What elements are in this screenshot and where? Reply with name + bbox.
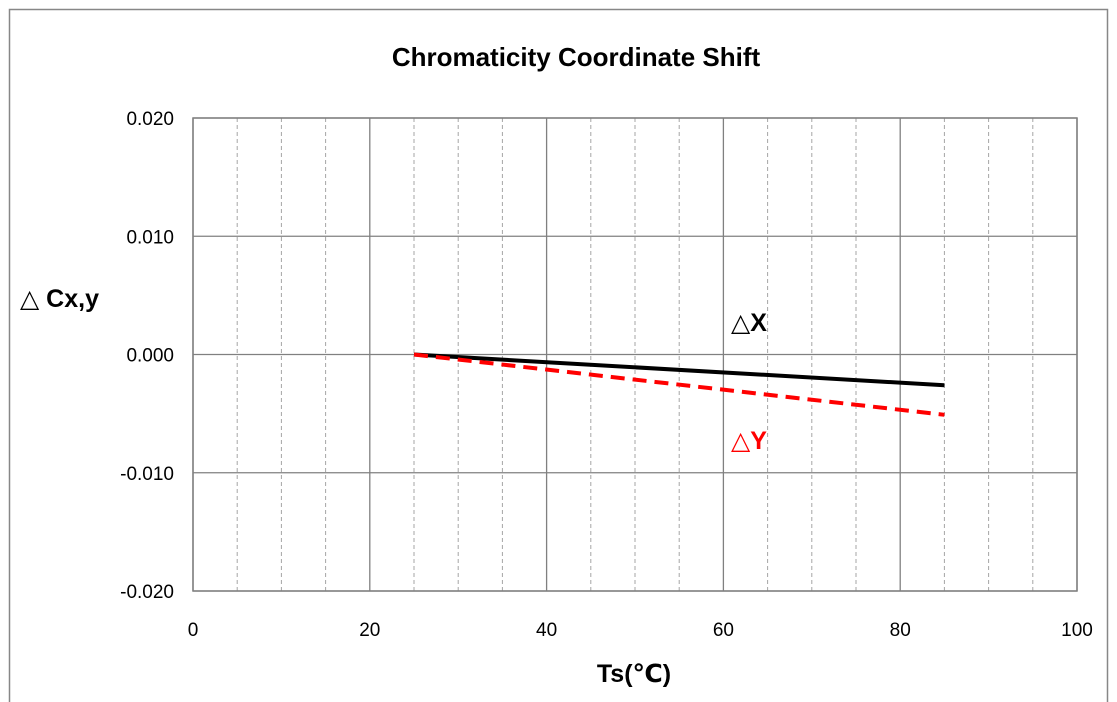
- series-label-y: △Y: [731, 427, 767, 455]
- chart-border: [8, 8, 1109, 702]
- grid-minor: [236, 118, 1034, 591]
- chart-title: Chromaticity Coordinate Shift: [392, 42, 761, 72]
- series-label-x: △X: [731, 309, 767, 337]
- series-line-y: [413, 352, 945, 417]
- x-tick-label: 100: [1061, 620, 1093, 641]
- x-axis-label: Ts(℃): [597, 660, 671, 688]
- plot-area: [192, 117, 1078, 592]
- x-tick-label: 20: [359, 620, 380, 641]
- y-axis-label: △ Cx,y: [20, 285, 99, 313]
- x-tick-label: 80: [890, 620, 911, 641]
- series-annotations: △X △Y: [731, 309, 767, 455]
- y-tick-label: -0.010: [120, 464, 174, 485]
- y-tick-label: 0.010: [126, 227, 174, 248]
- x-tick-label: 0: [188, 620, 199, 641]
- series-line-x: [413, 352, 945, 388]
- y-tick-label: -0.020: [120, 582, 174, 603]
- x-tick-labels: 0 20 40 60 80 100: [188, 620, 1093, 641]
- x-tick-label: 40: [536, 620, 557, 641]
- y-tick-labels: 0.020 0.010 0.000 -0.010 -0.020: [120, 109, 174, 603]
- y-tick-label: 0.020: [126, 109, 174, 130]
- x-tick-label: 60: [713, 620, 734, 641]
- y-tick-label: 0.000: [126, 346, 174, 367]
- series-layer: [413, 352, 945, 417]
